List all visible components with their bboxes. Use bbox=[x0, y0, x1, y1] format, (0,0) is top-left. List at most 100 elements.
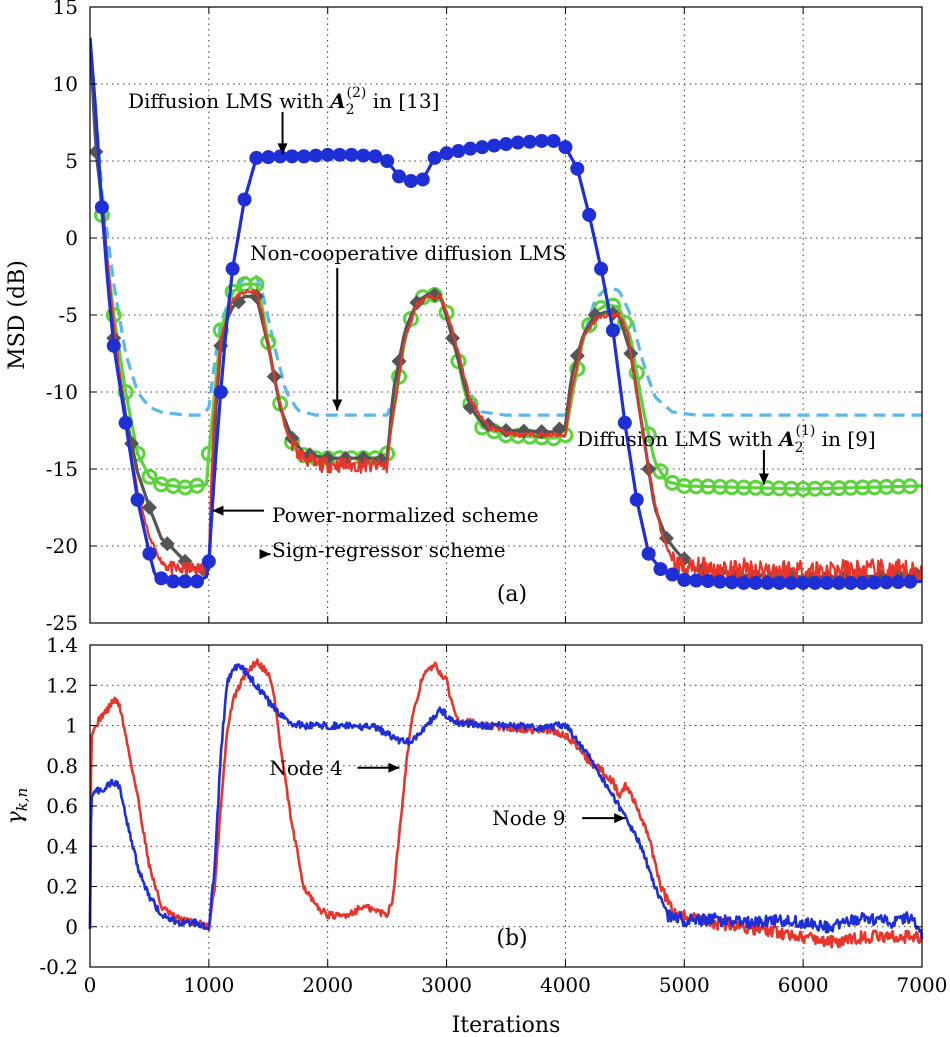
marker-point bbox=[237, 192, 252, 207]
annotation-diffusion-a22-sub: 2 bbox=[346, 102, 355, 118]
marker-point bbox=[332, 147, 347, 162]
x-tick-label: 1000 bbox=[183, 973, 234, 997]
x-tick-label: 7000 bbox=[897, 973, 948, 997]
marker-point bbox=[582, 207, 597, 222]
marker-point bbox=[641, 546, 656, 561]
panel-a-ticks: 15 10 5 0 -5 -10 -15 -20 -25 bbox=[46, 0, 923, 635]
marker-point bbox=[736, 575, 751, 590]
panel-a-label: (a) bbox=[497, 582, 527, 607]
annotation-node-1: Node 9 bbox=[492, 806, 565, 830]
marker-point bbox=[499, 137, 513, 152]
y-tick-label: 5 bbox=[65, 149, 78, 173]
marker-point bbox=[903, 574, 918, 589]
y-tick-label: 1.2 bbox=[46, 673, 78, 697]
y-tick-label: 0.4 bbox=[46, 834, 78, 858]
marker-point bbox=[141, 468, 158, 485]
marker-point bbox=[796, 575, 811, 590]
annotation-diffusion-a22-text-after: in [13] bbox=[366, 89, 439, 113]
panel-b-ticks: 0 1000 2000 3000 4000 5000 6000 7000 1.4 1.2 1 0.8 0… bbox=[39, 633, 947, 997]
marker-point bbox=[308, 148, 323, 163]
y-tick-label: 0.6 bbox=[46, 794, 78, 818]
marker-point bbox=[867, 575, 882, 590]
panel-b-ylabel: γk,n bbox=[3, 788, 31, 825]
panel-b-label: (b) bbox=[496, 926, 527, 951]
marker-point bbox=[94, 200, 109, 215]
marker-point bbox=[368, 149, 383, 164]
annotation-diffusion-a21-arrowhead bbox=[758, 473, 769, 485]
marker-point bbox=[320, 147, 335, 162]
marker-point bbox=[784, 575, 799, 590]
x-tick-label: 3000 bbox=[421, 973, 472, 997]
marker-point bbox=[617, 415, 632, 430]
marker-point bbox=[551, 421, 567, 437]
annotation-sign-regressor: Sign-regressor scheme bbox=[272, 538, 506, 562]
marker-point bbox=[427, 287, 443, 303]
marker-point bbox=[141, 500, 157, 515]
marker-point bbox=[831, 575, 846, 590]
gamma-line-0 bbox=[88, 658, 924, 949]
marker-point bbox=[748, 575, 763, 590]
y-tick-label: 0 bbox=[65, 226, 78, 250]
marker-point bbox=[90, 144, 104, 160]
marker-point bbox=[451, 143, 466, 158]
y-tick-label: 0 bbox=[65, 915, 78, 939]
marker-point bbox=[166, 574, 181, 589]
y-tick-label: 1 bbox=[65, 714, 78, 738]
marker-point bbox=[154, 571, 169, 586]
marker-point bbox=[855, 575, 870, 590]
marker-point bbox=[665, 567, 680, 582]
marker-point bbox=[724, 575, 739, 590]
y-tick-label: -20 bbox=[46, 534, 78, 558]
marker-point bbox=[587, 307, 603, 323]
marker-point bbox=[415, 172, 430, 187]
annotation-diffusion-a21-text-after: in [9] bbox=[815, 427, 875, 451]
marker-point bbox=[546, 133, 561, 148]
marker-point bbox=[701, 574, 716, 589]
marker-point bbox=[106, 338, 121, 353]
series-line-3 bbox=[90, 37, 922, 579]
annotation-diffusion-a21-sup: (1) bbox=[796, 423, 816, 439]
annotation-sign-regressor-arrowhead bbox=[259, 549, 271, 560]
panel-b-series bbox=[88, 658, 924, 949]
marker-point bbox=[189, 574, 204, 589]
y-tick-label: 15 bbox=[53, 0, 78, 19]
marker-point bbox=[118, 415, 133, 430]
marker-point bbox=[475, 140, 490, 155]
annotation-node-0: Node 4 bbox=[269, 756, 342, 780]
marker-point bbox=[843, 575, 858, 590]
marker-point bbox=[891, 575, 906, 590]
annotation-diffusion-a22-arrowhead bbox=[277, 143, 288, 155]
series-line-1 bbox=[90, 37, 922, 417]
panel-a-annotations: Diffusion LMS with A2(2) in [13] Non-coop… bbox=[128, 85, 876, 562]
annotation-diffusion-a22: Diffusion LMS with A2(2) in [13] bbox=[128, 85, 439, 118]
marker-point bbox=[879, 575, 894, 590]
series-line-0 bbox=[90, 37, 922, 585]
x-tick-label: 6000 bbox=[778, 973, 829, 997]
y-tick-label: -15 bbox=[46, 457, 78, 481]
annotation-noncooperative: Non-cooperative diffusion LMS bbox=[250, 241, 566, 265]
marker-point bbox=[772, 575, 787, 590]
y-tick-label: 10 bbox=[53, 72, 78, 96]
panel-a-frame bbox=[89, 6, 923, 624]
marker-point bbox=[392, 169, 407, 184]
marker-point bbox=[403, 174, 418, 189]
marker-point bbox=[605, 323, 620, 338]
marker-point bbox=[356, 148, 371, 163]
marker-point bbox=[261, 150, 276, 165]
annotation-diffusion-a22-sup: (2) bbox=[347, 85, 367, 101]
series-0-group bbox=[90, 37, 922, 590]
annotation-power-normalized: Power-normalized scheme bbox=[272, 503, 539, 527]
annotation-diffusion-a21: Diffusion LMS with A2(1) in [9] bbox=[577, 423, 876, 456]
marker-point bbox=[344, 147, 359, 162]
y-tick-label: 0.2 bbox=[46, 875, 78, 899]
gamma-line-1 bbox=[88, 663, 924, 940]
annotation-diffusion-a22-math: A bbox=[328, 89, 346, 113]
annotation-power-normalized-arrowhead bbox=[212, 505, 224, 516]
panel-b-annotations: Node 4 Node 9 bbox=[269, 756, 626, 830]
marker-point bbox=[188, 477, 205, 494]
marker-point bbox=[581, 317, 598, 334]
y-tick-label: -25 bbox=[46, 611, 78, 635]
marker-point bbox=[628, 364, 645, 381]
marker-point bbox=[391, 353, 407, 369]
